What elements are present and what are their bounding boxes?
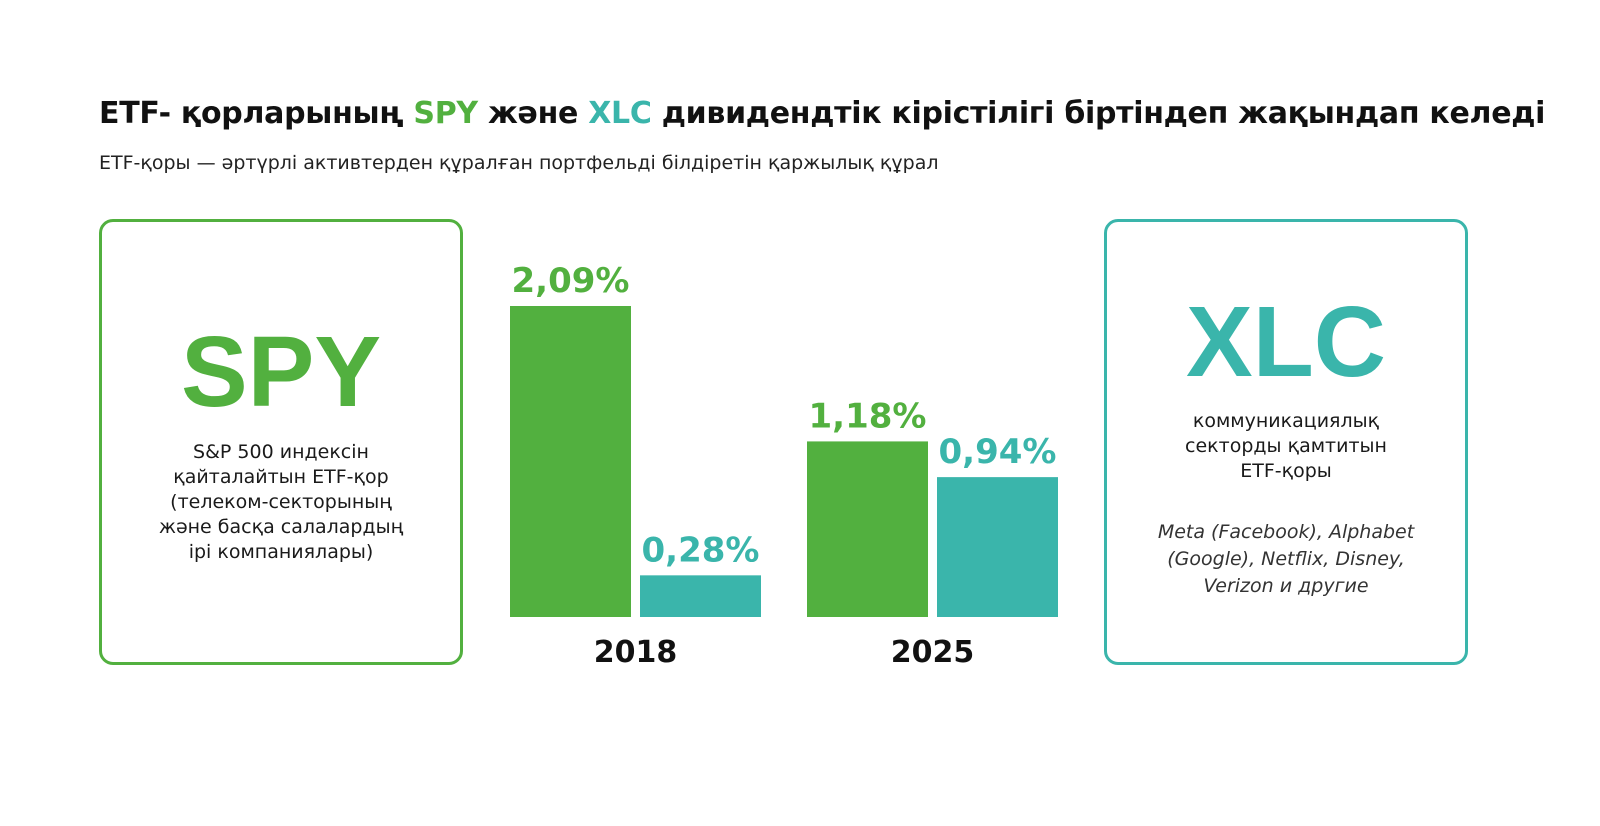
data-label-xlc-2025: 0,94% (939, 432, 1057, 472)
page-subtitle: ETF-қоры — әртүрлі активтерден құралған … (99, 152, 939, 174)
xlc-description-line: ETF-қоры (1240, 460, 1332, 482)
xlc-description-line: секторды қамтитын (1185, 435, 1387, 457)
x-tick-label-2025: 2025 (891, 635, 975, 670)
spy-description-line: S&P 500 индексін (193, 441, 369, 463)
xlc-examples: Meta (Facebook), Alphabet (Google), Netf… (1117, 519, 1455, 600)
page-title: ETF- қорларының SPY және XLC дивидендтік… (99, 96, 1545, 131)
data-label-xlc-2018: 0,28% (642, 530, 760, 570)
x-tick-label-2018: 2018 (594, 635, 678, 670)
xlc-examples-line: Verizon и другие (1203, 575, 1369, 597)
title-xlc: XLC (588, 96, 652, 131)
spy-description-line: (телеком-секторының (170, 491, 392, 513)
spy-description-line: қайталайтын ETF-қор (173, 466, 389, 488)
bar-spy-2018 (510, 306, 631, 617)
xlc-description-line: коммуникациялық (1192, 410, 1380, 432)
bar-xlc-2018 (640, 575, 761, 617)
spy-card: SPY S&P 500 индексін қайталайтын ETF-қор… (99, 219, 463, 665)
title-spy: SPY (413, 96, 478, 131)
bar-xlc-2025 (937, 477, 1058, 617)
xlc-examples-line: Meta (Facebook), Alphabet (1157, 521, 1415, 543)
spy-description: S&P 500 индексін қайталайтын ETF-қор (те… (112, 440, 450, 565)
xlc-examples-line: (Google), Netflix, Disney, (1167, 548, 1405, 570)
spy-ticker: SPY (180, 316, 382, 428)
xlc-card: XLC коммуникациялық секторды қамтитын ET… (1104, 219, 1468, 665)
bar-spy-2025 (807, 441, 928, 617)
data-label-spy-2018: 2,09% (512, 261, 630, 301)
title-prefix: ETF- қорларының (99, 96, 414, 131)
spy-description-line: және басқа салалардың (158, 516, 404, 538)
xlc-ticker: XLC (1186, 286, 1386, 398)
data-label-spy-2025: 1,18% (809, 396, 927, 436)
title-mid: және (477, 96, 589, 131)
spy-description-line: ірі компаниялары) (188, 541, 374, 563)
xlc-description: коммуникациялық секторды қамтитын ETF-қо… (1117, 409, 1455, 484)
title-suffix: дивидендтік кірістілігі біртіндеп жақынд… (651, 96, 1546, 131)
